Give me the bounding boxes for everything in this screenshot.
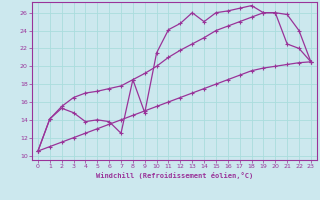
X-axis label: Windchill (Refroidissement éolien,°C): Windchill (Refroidissement éolien,°C) bbox=[96, 172, 253, 179]
